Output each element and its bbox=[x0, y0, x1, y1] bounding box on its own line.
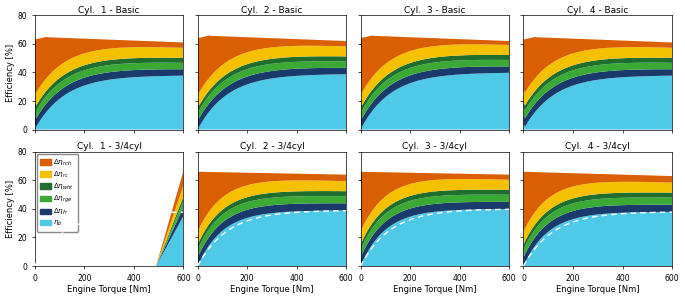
Title: Cyl.  2 - Basic: Cyl. 2 - Basic bbox=[241, 6, 303, 15]
Title: Cyl.  2 - 3/4cyl: Cyl. 2 - 3/4cyl bbox=[240, 142, 304, 151]
X-axis label: Engine Torque [Nm]: Engine Torque [Nm] bbox=[393, 285, 477, 294]
Title: Cyl.  4 - Basic: Cyl. 4 - Basic bbox=[567, 6, 629, 15]
Title: Cyl.  4 - 3/4cyl: Cyl. 4 - 3/4cyl bbox=[565, 142, 630, 151]
Title: Cyl.  1 - Basic: Cyl. 1 - Basic bbox=[78, 6, 140, 15]
Legend: $\Delta\eta_{rch}$, $\Delta\eta_{rc}$, $\Delta\eta_{wht}$, $\Delta\eta_{rge}$, $: $\Delta\eta_{rch}$, $\Delta\eta_{rc}$, $… bbox=[37, 154, 78, 232]
X-axis label: Engine Torque [Nm]: Engine Torque [Nm] bbox=[230, 285, 314, 294]
Title: Cyl.  3 - Basic: Cyl. 3 - Basic bbox=[404, 6, 466, 15]
X-axis label: Engine Torque [Nm]: Engine Torque [Nm] bbox=[556, 285, 640, 294]
Y-axis label: Efficiency [%]: Efficiency [%] bbox=[5, 44, 14, 101]
Y-axis label: Efficiency [%]: Efficiency [%] bbox=[5, 180, 14, 238]
Title: Cyl.  3 - 3/4cyl: Cyl. 3 - 3/4cyl bbox=[402, 142, 467, 151]
Title: Cyl.  1 - 3/4cyl: Cyl. 1 - 3/4cyl bbox=[77, 142, 142, 151]
X-axis label: Engine Torque [Nm]: Engine Torque [Nm] bbox=[67, 285, 151, 294]
